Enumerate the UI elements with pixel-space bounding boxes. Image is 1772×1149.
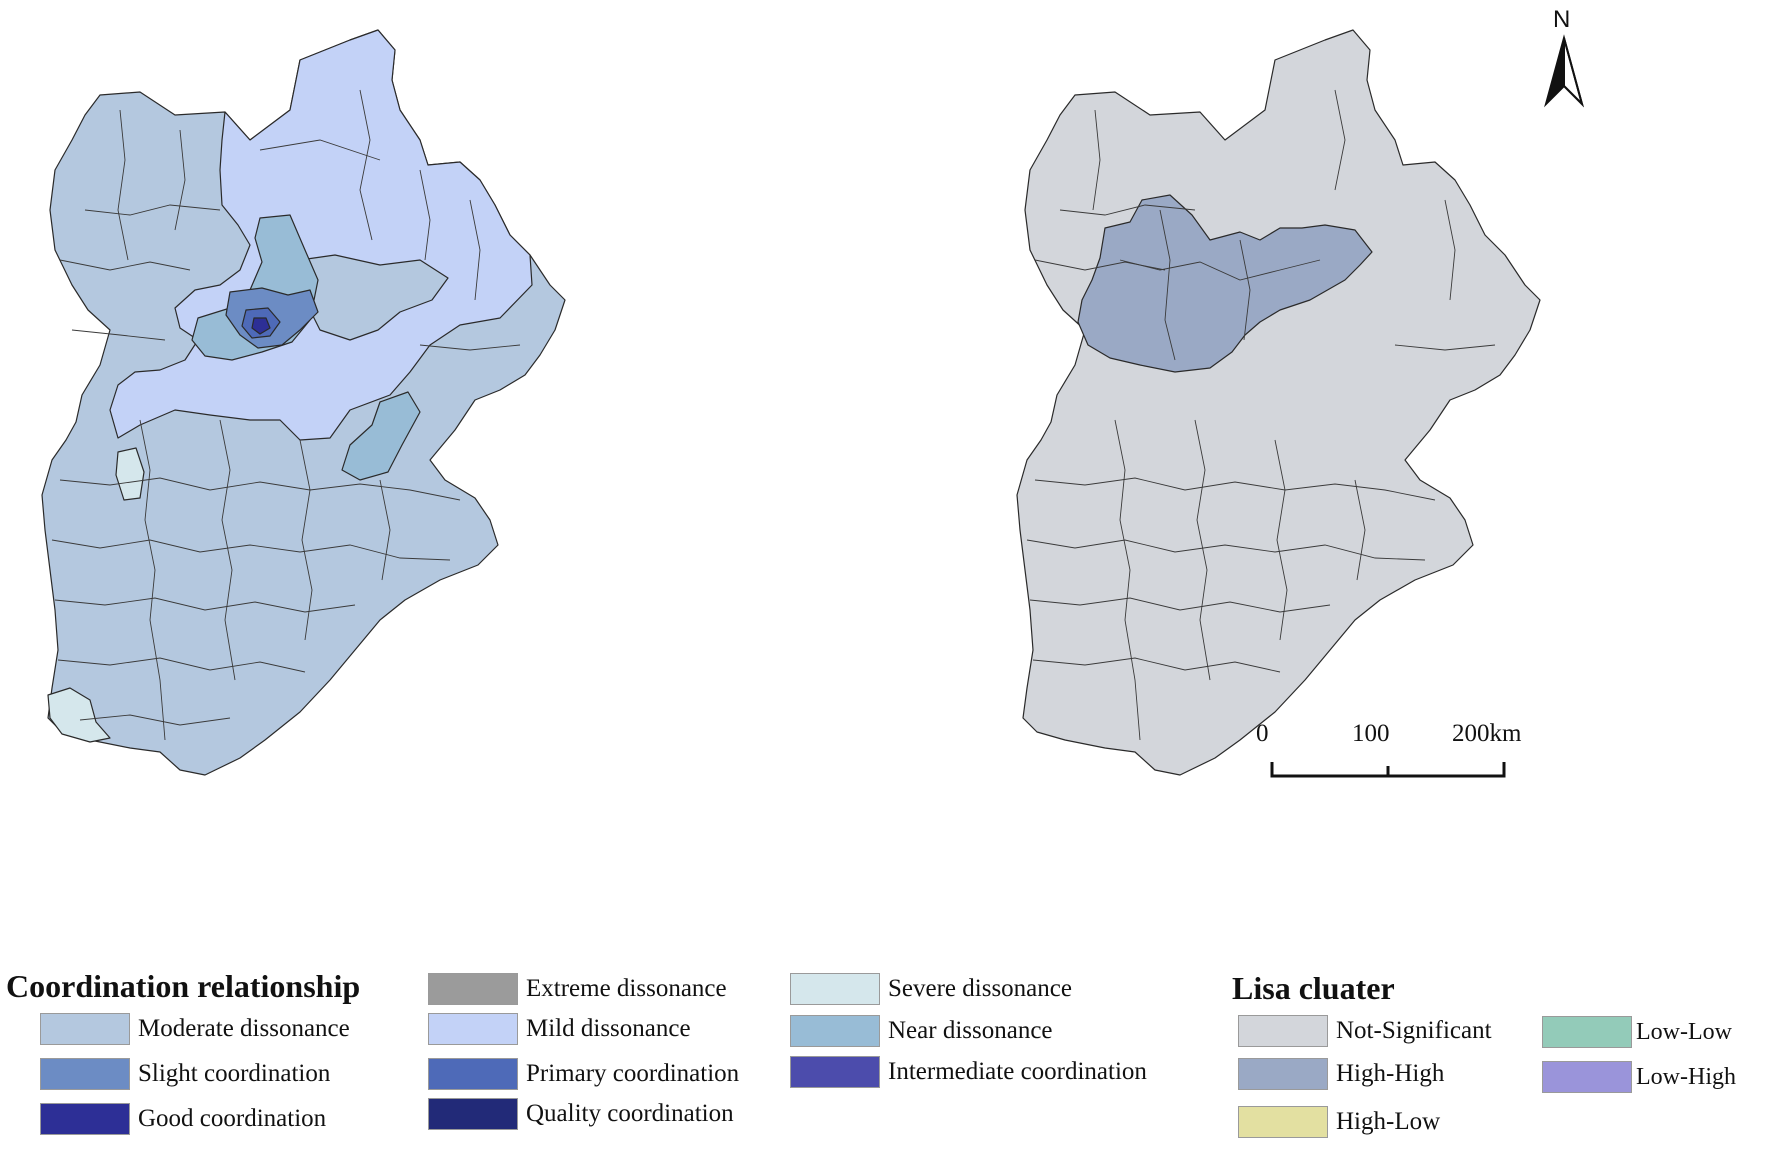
- legend-swatch: [40, 1058, 130, 1090]
- legend-swatch: [1238, 1015, 1328, 1047]
- legend-label: Low-High: [1636, 1064, 1736, 1090]
- legend-label: Near dissonance: [888, 1017, 1053, 1044]
- legend-swatch: [1542, 1061, 1632, 1093]
- legend-swatch: [428, 1098, 518, 1130]
- legend-swatch: [428, 973, 518, 1005]
- legend-label: Quality coordination: [526, 1100, 734, 1127]
- county-boundaries: [1026, 89, 1496, 741]
- county-boundaries: [51, 89, 521, 741]
- region-near-dissonance: [341, 391, 421, 481]
- scale-label-0: 0: [1256, 720, 1269, 747]
- region-severe-dissonance: [47, 687, 111, 743]
- legend-swatch: [1238, 1106, 1328, 1138]
- legend-label: Severe dissonance: [888, 975, 1072, 1002]
- scale-bar: [1270, 762, 1506, 778]
- legend-swatch: [40, 1013, 130, 1045]
- legend-swatch: [1238, 1058, 1328, 1090]
- region-severe-dissonance: [115, 447, 145, 501]
- legend-label: Good coordination: [138, 1105, 327, 1132]
- legend-swatch: [1542, 1016, 1632, 1048]
- north-label: N: [1553, 6, 1571, 33]
- legend-label: High-Low: [1336, 1108, 1441, 1135]
- legend-swatch: [428, 1058, 518, 1090]
- legend-label: Primary coordination: [526, 1060, 740, 1087]
- legend-label: Mild dissonance: [526, 1015, 691, 1042]
- legend-swatch: [790, 973, 880, 1005]
- lisa-legend-title: Lisa cluater: [1232, 970, 1395, 1006]
- lisa-cluster-map: [1016, 29, 1541, 776]
- legend-swatch: [790, 1056, 880, 1088]
- scale-label-100: 100: [1352, 720, 1390, 747]
- region-moderate-dissonance: [299, 254, 449, 341]
- legend-label: Extreme dissonance: [526, 975, 727, 1002]
- region-good-coordination: [251, 317, 271, 335]
- coordination-map: [41, 29, 566, 776]
- legend-label: Moderate dissonance: [138, 1015, 350, 1042]
- coordination-legend-title: Coordination relationship: [6, 968, 361, 1004]
- legend-label: High-High: [1336, 1060, 1445, 1087]
- legend-swatch: [428, 1013, 518, 1045]
- legend-label: Slight coordination: [138, 1060, 331, 1087]
- north-arrow-icon: [1544, 34, 1584, 108]
- legend-label: Low-Low: [1636, 1019, 1732, 1045]
- legend-swatch: [790, 1015, 880, 1047]
- scale-label-200km: 200km: [1452, 720, 1522, 747]
- legend-label: Intermediate coordination: [888, 1058, 1147, 1085]
- region-high-high: [1077, 194, 1373, 373]
- legend-label: Not-Significant: [1336, 1017, 1492, 1044]
- legend-swatch: [40, 1103, 130, 1135]
